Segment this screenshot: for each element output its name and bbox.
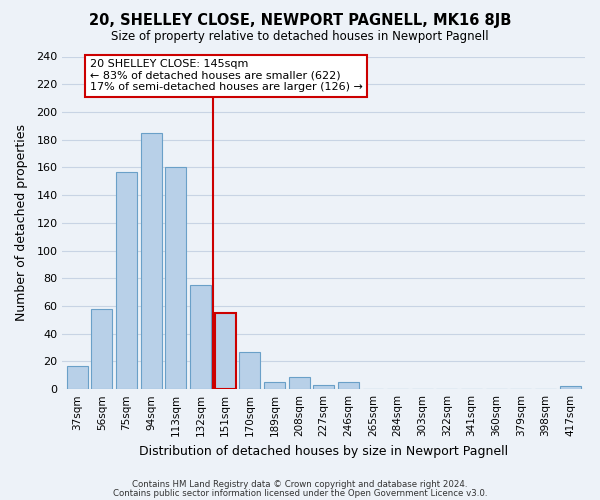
- Bar: [313, 385, 334, 389]
- Bar: [91, 309, 112, 389]
- Bar: [116, 172, 137, 389]
- Bar: [141, 132, 161, 389]
- Text: 20, SHELLEY CLOSE, NEWPORT PAGNELL, MK16 8JB: 20, SHELLEY CLOSE, NEWPORT PAGNELL, MK16…: [89, 12, 511, 28]
- Text: 20 SHELLEY CLOSE: 145sqm
← 83% of detached houses are smaller (622)
17% of semi-: 20 SHELLEY CLOSE: 145sqm ← 83% of detach…: [89, 60, 362, 92]
- Bar: [289, 376, 310, 389]
- X-axis label: Distribution of detached houses by size in Newport Pagnell: Distribution of detached houses by size …: [139, 444, 508, 458]
- Y-axis label: Number of detached properties: Number of detached properties: [15, 124, 28, 322]
- Bar: [190, 285, 211, 389]
- Bar: [166, 168, 187, 389]
- Text: Size of property relative to detached houses in Newport Pagnell: Size of property relative to detached ho…: [111, 30, 489, 43]
- Bar: [67, 366, 88, 389]
- Bar: [215, 313, 236, 389]
- Bar: [560, 386, 581, 389]
- Text: Contains HM Land Registry data © Crown copyright and database right 2024.: Contains HM Land Registry data © Crown c…: [132, 480, 468, 489]
- Bar: [239, 352, 260, 389]
- Bar: [264, 382, 285, 389]
- Bar: [338, 382, 359, 389]
- Text: Contains public sector information licensed under the Open Government Licence v3: Contains public sector information licen…: [113, 488, 487, 498]
